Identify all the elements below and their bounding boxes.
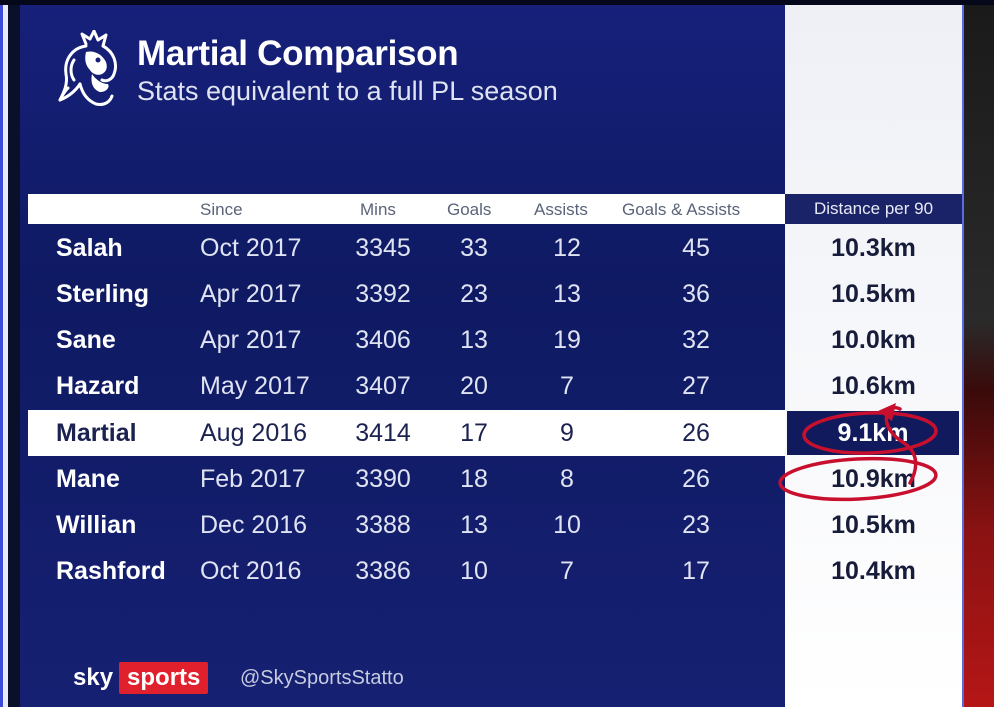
top-bar — [0, 0, 994, 5]
goals-assists-cell: 45 — [682, 234, 710, 262]
goals-cell: 33 — [460, 234, 488, 262]
assists-cell: 12 — [553, 234, 581, 262]
table-row: Mane Feb 2017 3390 18 8 26 — [28, 456, 785, 502]
table-row-highlighted: Martial Aug 2016 3414 17 9 26 — [28, 410, 785, 456]
assists-cell: 19 — [553, 326, 581, 354]
assists-cell: 9 — [560, 419, 574, 447]
distance-cell: 10.3km — [831, 234, 916, 262]
table-row: Sane Apr 2017 3406 13 19 32 — [28, 317, 785, 363]
sports-wordmark: sports — [119, 662, 209, 694]
sky-sports-logo: sky sports — [67, 662, 209, 694]
since-cell: Dec 2016 — [200, 511, 308, 539]
table-header-row — [28, 194, 785, 224]
player-name: Martial — [56, 419, 137, 447]
distance-column — [785, 5, 962, 707]
player-name: Sterling — [56, 280, 150, 308]
stats-board — [20, 5, 785, 707]
player-name: Willian — [56, 511, 137, 539]
column-header-assists: Assists — [534, 200, 588, 219]
distance-cell: 10.0km — [831, 326, 916, 354]
table-row: Hazard May 2017 3407 20 7 27 — [28, 363, 785, 409]
mins-cell: 3414 — [355, 419, 411, 447]
distance-cell: 10.4km — [831, 557, 916, 585]
assists-cell: 7 — [560, 557, 574, 585]
background-player-edge — [962, 5, 994, 707]
left-edge-strip — [0, 5, 8, 707]
column-header-mins: Mins — [360, 200, 396, 219]
since-cell: Oct 2017 — [200, 234, 302, 262]
assists-cell: 8 — [560, 465, 574, 493]
column-header-distance: Distance per 90 — [785, 194, 962, 224]
goals-cell: 23 — [460, 280, 488, 308]
distance-cell: 10.6km — [831, 372, 916, 400]
since-cell: Feb 2017 — [200, 465, 306, 493]
table-row: Sterling Apr 2017 3392 23 13 36 — [28, 271, 785, 317]
mins-cell: 3406 — [355, 326, 411, 354]
distance-cell-highlighted: 9.1km — [787, 411, 959, 455]
goals-assists-cell: 32 — [682, 326, 710, 354]
goals-assists-cell: 27 — [682, 372, 710, 400]
page-title: Martial Comparison — [137, 34, 459, 73]
table-row: Willian Dec 2016 3388 13 10 23 — [28, 502, 785, 548]
distance-cell: 10.5km — [831, 280, 916, 308]
mins-cell: 3388 — [355, 511, 411, 539]
table-row: Salah Oct 2017 3345 33 12 45 — [28, 225, 785, 271]
goals-assists-cell: 26 — [682, 465, 710, 493]
mins-cell: 3386 — [355, 557, 411, 585]
social-handle: @SkySportsStatto — [240, 667, 404, 689]
goals-cell: 18 — [460, 465, 488, 493]
since-cell: Apr 2017 — [200, 280, 302, 308]
column-header-goals: Goals — [447, 200, 492, 219]
goals-cell: 13 — [460, 511, 488, 539]
assists-cell: 13 — [553, 280, 581, 308]
since-cell: Aug 2016 — [200, 419, 308, 447]
goals-assists-cell: 26 — [682, 419, 710, 447]
mins-cell: 3390 — [355, 465, 411, 493]
goals-assists-cell: 36 — [682, 280, 710, 308]
player-name: Salah — [56, 234, 123, 262]
mins-cell: 3392 — [355, 280, 411, 308]
distance-cell: 10.5km — [831, 511, 916, 539]
player-name: Sane — [56, 326, 116, 354]
column-header-since: Since — [200, 200, 243, 219]
goals-assists-cell: 23 — [682, 511, 710, 539]
mins-cell: 3407 — [355, 372, 411, 400]
page-subtitle: Stats equivalent to a full PL season — [137, 76, 558, 106]
player-name: Hazard — [56, 372, 140, 400]
distance-cell: 10.9km — [831, 465, 916, 493]
goals-cell: 17 — [460, 419, 488, 447]
player-name: Mane — [56, 465, 120, 493]
assists-cell: 7 — [560, 372, 574, 400]
sky-wordmark: sky — [73, 664, 114, 691]
mins-cell: 3345 — [355, 234, 411, 262]
player-name: Rashford — [56, 557, 166, 585]
since-cell: Apr 2017 — [200, 326, 302, 354]
goals-cell: 20 — [460, 372, 488, 400]
table-row: Rashford Oct 2016 3386 10 7 17 — [28, 548, 785, 594]
goals-assists-cell: 17 — [682, 557, 710, 585]
since-cell: May 2017 — [200, 372, 310, 400]
premier-league-lion-icon — [58, 30, 118, 106]
goals-cell: 10 — [460, 557, 488, 585]
column-header-goals-assists: Goals & Assists — [622, 200, 741, 219]
goals-cell: 13 — [460, 326, 488, 354]
since-cell: Oct 2016 — [200, 557, 302, 585]
assists-cell: 10 — [553, 511, 581, 539]
